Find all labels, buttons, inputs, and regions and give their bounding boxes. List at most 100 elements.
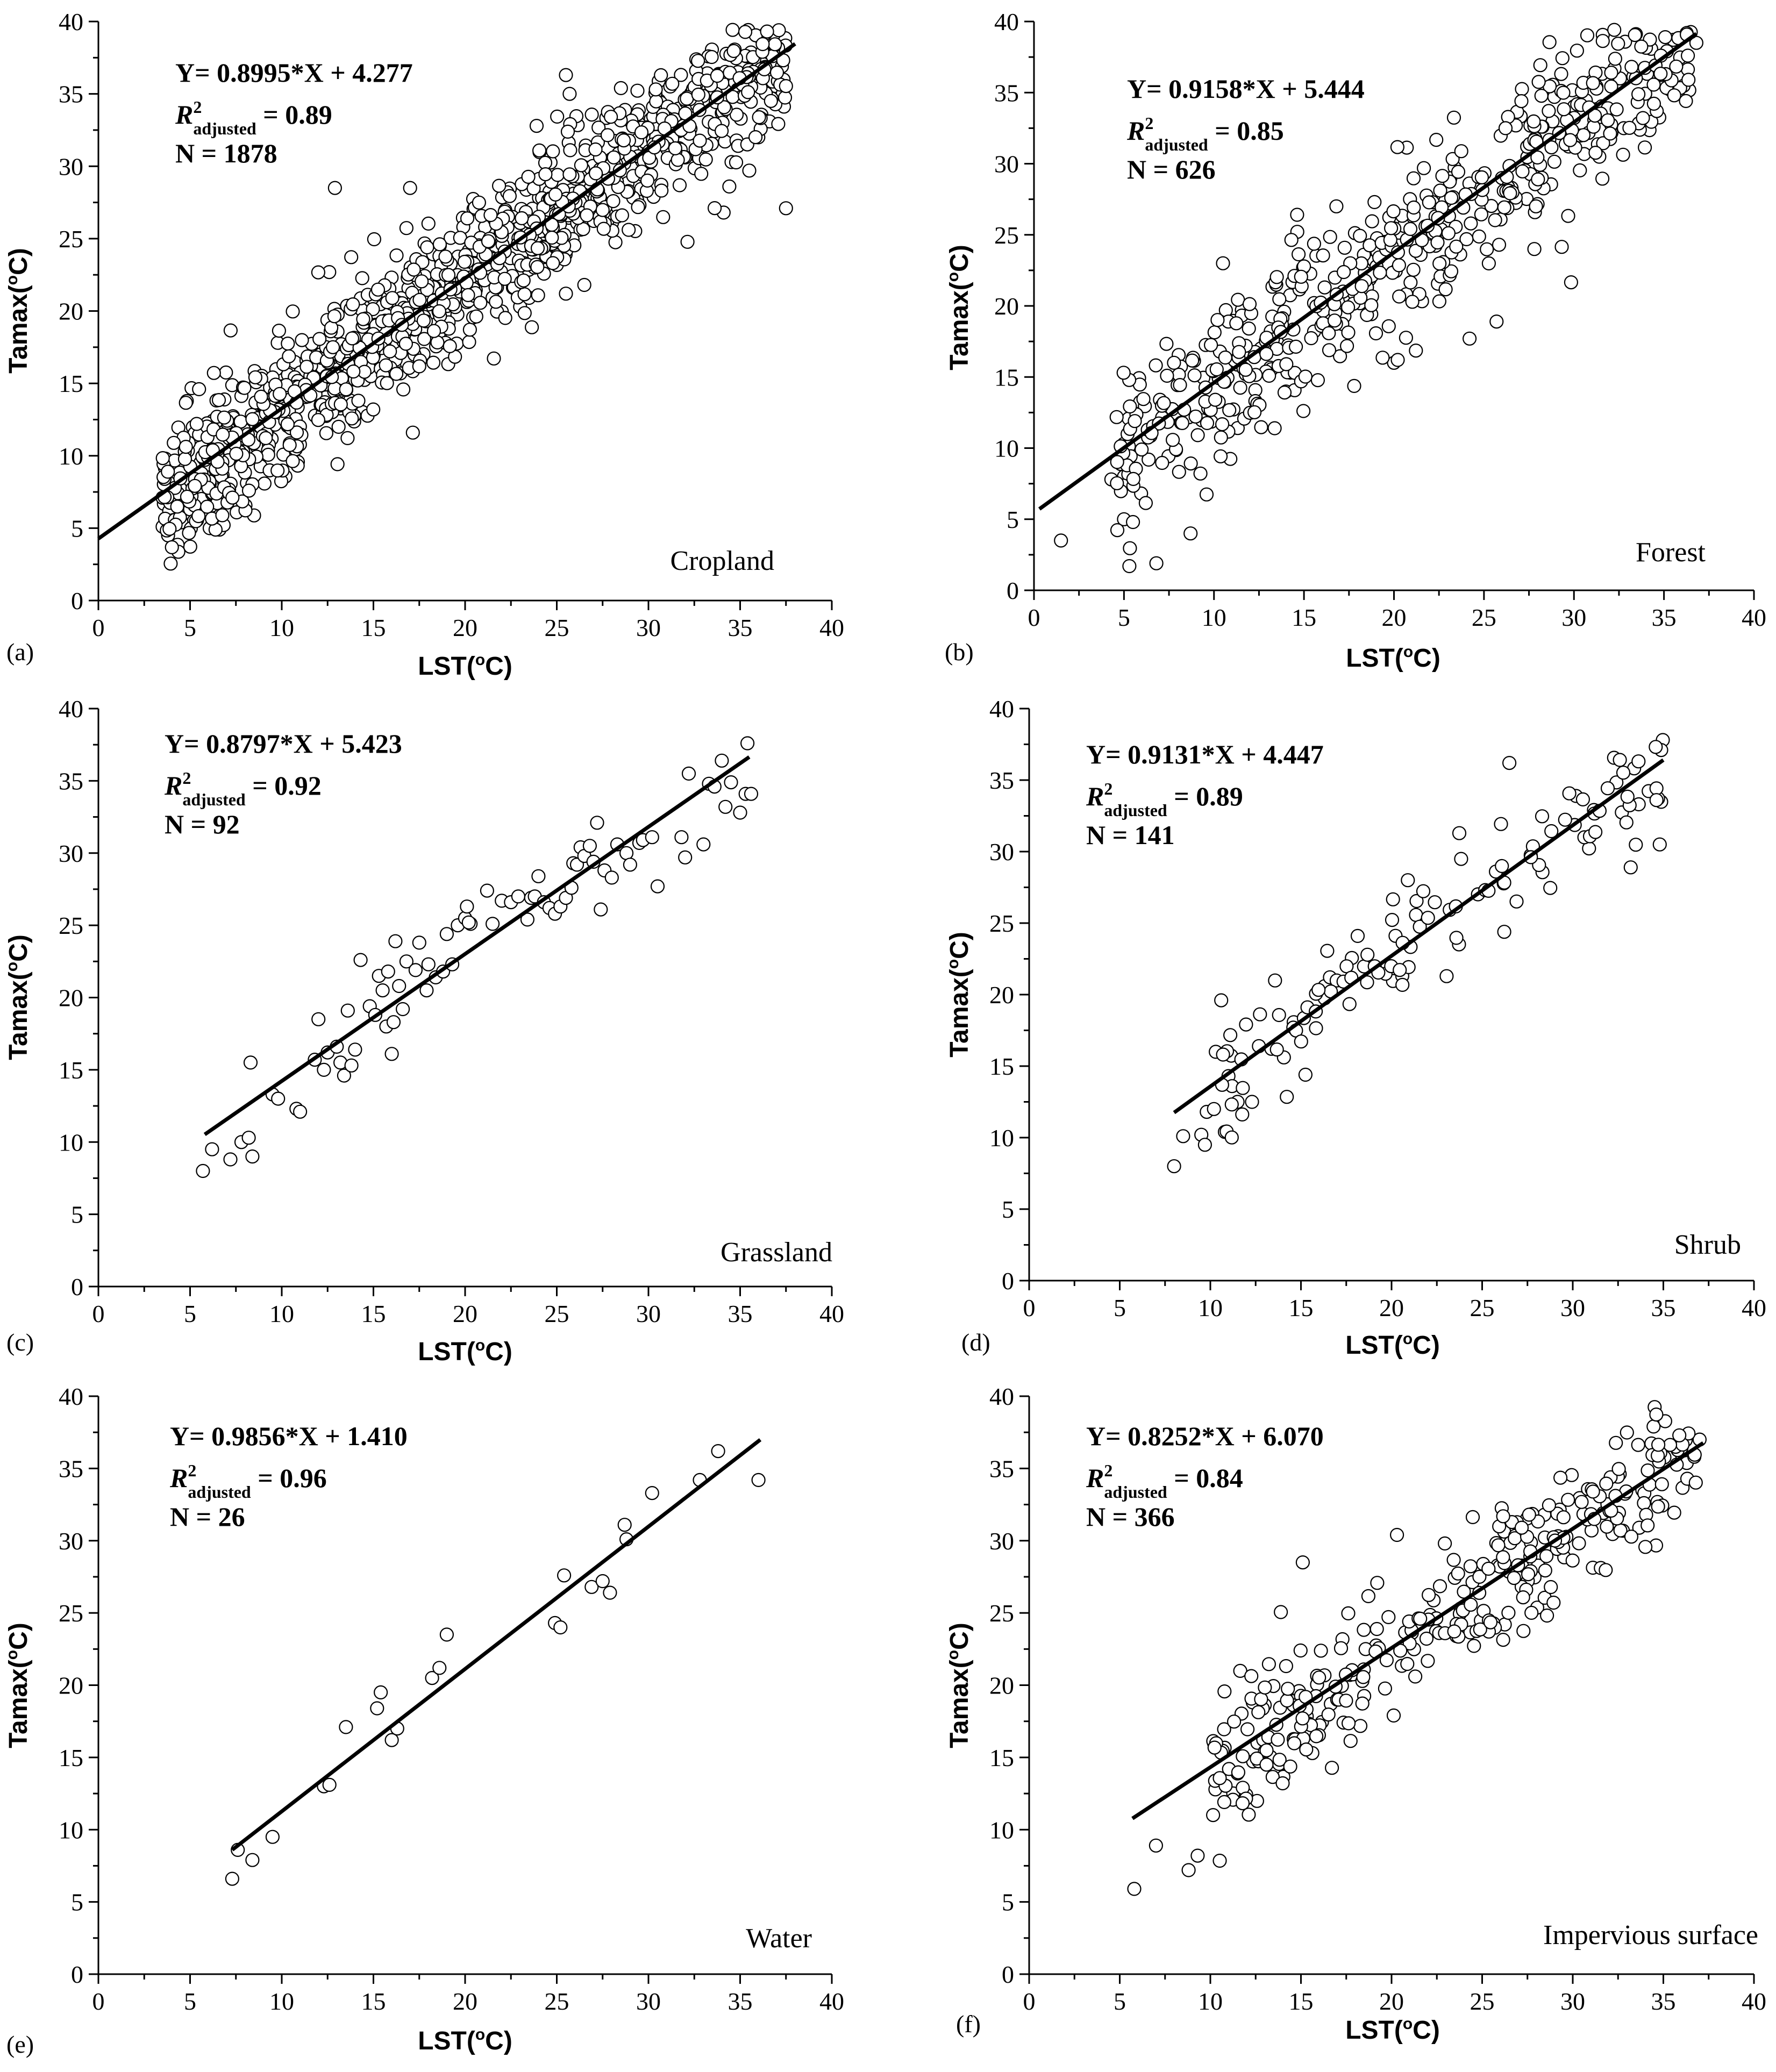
data-point [559, 287, 573, 301]
data-point [1176, 1129, 1190, 1144]
data-point [1609, 102, 1624, 117]
data-point [1433, 183, 1447, 198]
data-point [1142, 452, 1156, 467]
data-point [155, 451, 170, 466]
data-point [1454, 852, 1468, 866]
data-point [1491, 1538, 1506, 1553]
data-point [530, 241, 545, 255]
data-point [254, 389, 268, 404]
data-point [189, 417, 204, 431]
land-cover-label: Cropland [670, 546, 774, 576]
data-point [1529, 199, 1543, 213]
data-point [779, 79, 793, 94]
x-tick-label: 20 [1379, 1294, 1404, 1321]
data-point [443, 339, 457, 354]
data-point [711, 1444, 725, 1459]
data-point [1432, 294, 1446, 309]
data-point [1390, 140, 1404, 154]
data-point [200, 499, 215, 514]
x-tick-label: 35 [1651, 1988, 1676, 2015]
data-point [356, 312, 370, 326]
data-point [498, 311, 512, 325]
data-point [1652, 837, 1667, 852]
data-point [1667, 1505, 1681, 1520]
axes: 0 5 10 15 20 25 30 35 40 0 5 10 15 20 25 30 35 40 [59, 695, 844, 1327]
data-point [408, 963, 423, 977]
data-point [1360, 947, 1375, 962]
data-point [217, 410, 231, 425]
regression-line [231, 1438, 762, 1852]
data-point [1588, 146, 1603, 160]
data-point [1509, 894, 1524, 909]
data-point [1271, 1732, 1285, 1747]
data-point [1601, 113, 1615, 127]
data-point [182, 526, 196, 540]
data-point [389, 367, 404, 381]
data-point [438, 249, 453, 264]
data-point [1199, 487, 1214, 502]
data-point [1408, 244, 1423, 258]
data-point [1281, 1682, 1295, 1696]
data-point [650, 879, 665, 894]
equation-text: Y= 0.9158*X + 5.444 [1127, 74, 1365, 104]
data-point [1217, 1795, 1231, 1809]
data-point [215, 508, 230, 523]
data-point [1365, 214, 1379, 228]
data-point [1215, 417, 1230, 432]
data-point [487, 351, 501, 366]
regression-stats: Y= 0.8995*X + 4.277 R2 adjusted = 0.89N = … [175, 58, 413, 168]
data-point [1496, 1550, 1510, 1564]
data-point [1495, 859, 1509, 874]
x-tick-label: 10 [269, 614, 294, 641]
data-point [1658, 30, 1673, 45]
data-point [742, 163, 757, 178]
data-point [381, 964, 395, 979]
data-point [286, 454, 300, 468]
equation-text: Y= 0.8252*X + 6.070 [1086, 1421, 1324, 1451]
data-point [1483, 1615, 1498, 1630]
data-point [588, 142, 603, 157]
data-point [674, 830, 689, 845]
data-point [1126, 515, 1140, 530]
data-point [607, 150, 621, 165]
data-point [1492, 238, 1507, 252]
data-point [1428, 895, 1442, 910]
data-point [1406, 171, 1421, 185]
data-point [1190, 428, 1205, 442]
data-point [1279, 357, 1294, 371]
data-point [1218, 350, 1232, 365]
data-point [1561, 1492, 1575, 1507]
data-point [373, 1685, 388, 1699]
data-point [1259, 347, 1274, 361]
data-point [1054, 533, 1068, 548]
y-tick-label: 35 [994, 79, 1019, 106]
data-point [1295, 1555, 1310, 1570]
data-point [1480, 242, 1494, 256]
n-text: N = 1878 [175, 138, 277, 168]
data-point [1514, 94, 1529, 109]
x-axis-title: LST(oC) [1346, 643, 1440, 673]
data-point [1290, 208, 1304, 222]
data-point [694, 167, 709, 181]
data-point [177, 452, 192, 466]
data-point [1287, 1736, 1302, 1751]
y-tick-label: 40 [989, 1383, 1014, 1410]
data-point [1463, 331, 1477, 346]
data-point [606, 194, 620, 209]
data-point [1357, 1623, 1371, 1637]
data-point [325, 340, 340, 354]
y-tick-label: 25 [59, 912, 83, 939]
x-tick-label: 25 [1470, 1294, 1495, 1321]
data-point [1157, 396, 1171, 410]
panel-letter: (e) [6, 2031, 34, 2058]
data-point [1557, 102, 1571, 117]
y-tick-label: 10 [989, 1816, 1014, 1844]
data-point [1258, 1680, 1272, 1695]
data-point [1651, 1438, 1666, 1452]
data-point [502, 189, 517, 203]
data-point [1432, 1579, 1447, 1594]
data-point [286, 304, 300, 319]
data-point [690, 54, 705, 68]
data-point [1386, 892, 1400, 906]
x-tick-label: 40 [1742, 1294, 1766, 1321]
